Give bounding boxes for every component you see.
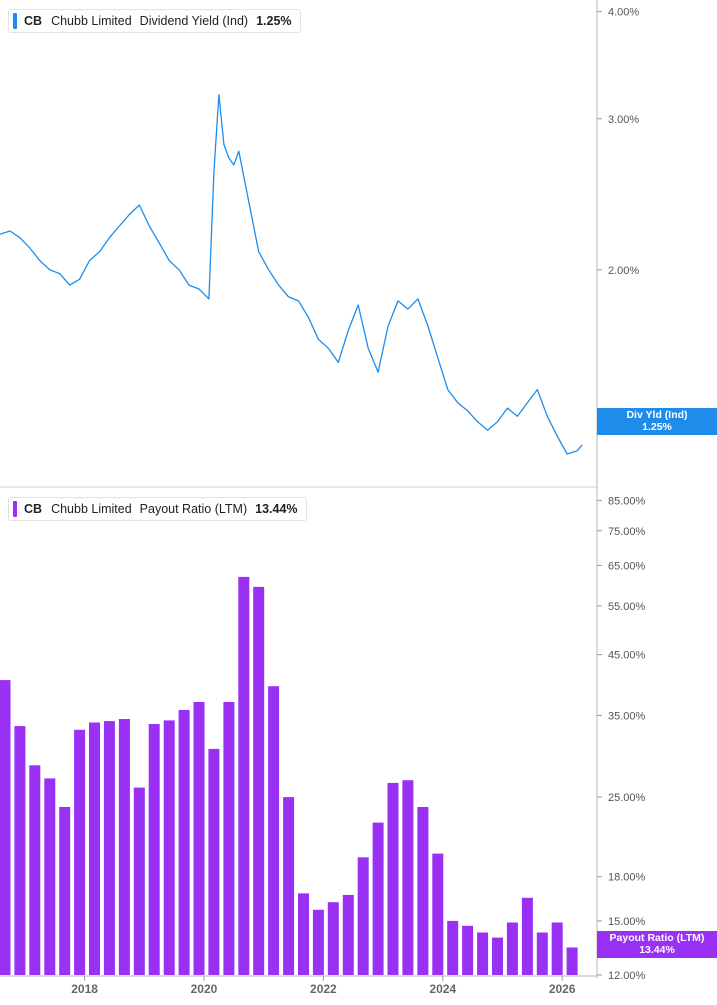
payout-ratio-bar[interactable] [312,909,324,975]
y-tick-label: 3.00% [608,114,639,126]
payout-ratio-bar[interactable] [148,724,160,975]
x-tick-label: 2022 [310,982,337,996]
axes: 4.00% 3.00% 2.00% 85.00% 75.00% 65.00% 55.00% 4… [0,0,646,996]
payout-ratio-bar[interactable] [89,722,100,976]
payout-ratio-bar[interactable] [387,782,399,975]
payout-ratio-bar[interactable] [462,925,474,975]
payout-ratio-bar[interactable] [447,920,459,975]
dividend-yield-plot [0,94,583,455]
payout-ratio-bar[interactable] [521,897,533,975]
y-tick-label: 65.00% [608,560,646,572]
payout-ratio-bar[interactable] [551,922,563,976]
legend-ticker: CB [24,502,43,516]
payout-ratio-bar[interactable] [432,853,444,975]
dividend-yield-legend[interactable]: CB Chubb Limited Dividend Yield (Ind) 1.… [8,9,301,33]
payout-ratio-bar[interactable] [402,780,414,975]
payout-ratio-bar[interactable] [372,822,384,975]
y-tick-label: 75.00% [608,526,646,538]
legend-company: Chubb Limited [51,14,132,28]
dividend-yield-swatch [13,13,17,29]
payout-ratio-bar[interactable] [506,922,518,976]
payout-ratio-bar[interactable] [477,932,489,976]
payout-ratio-bar[interactable] [59,807,71,975]
payout-ratio-bar[interactable] [268,686,280,975]
y-tick-label: 85.00% [608,495,646,507]
tag-label: Payout Ratio (LTM) [609,932,705,944]
payout-ratio-bar[interactable] [283,797,295,975]
payout-ratio-swatch [13,501,17,517]
legend-metric: Payout Ratio (LTM) [139,502,248,516]
payout-ratio-bar[interactable] [133,787,145,975]
legend-metric: Dividend Yield (Ind) [139,14,249,28]
payout-ratio-bar[interactable] [536,932,548,976]
payout-ratio-legend[interactable]: CB Chubb Limited Payout Ratio (LTM) 13.4… [8,497,307,521]
payout-ratio-bar[interactable] [193,702,205,975]
payout-ratio-bar[interactable] [253,586,265,975]
payout-ratio-bar[interactable] [298,893,309,975]
payout-ratio-bar[interactable] [357,857,369,975]
y-tick-label: 12.00% [608,970,646,982]
payout-ratio-bar[interactable] [14,726,26,975]
y-tick-label: 4.00% [608,7,639,19]
payout-ratio-value-tag: Payout Ratio (LTM) 13.44% [597,931,717,958]
dividend-yield-line [0,94,583,455]
payout-ratio-bar[interactable] [342,894,354,975]
tag-label: Div Yld (Ind) [626,409,688,421]
payout-ratio-bar[interactable] [417,807,429,975]
payout-ratio-plot [0,576,578,976]
x-tick-label: 2024 [429,982,456,996]
legend-value: 13.44% [255,502,298,516]
tag-value: 1.25% [642,421,672,433]
x-tick-label: 2026 [549,982,576,996]
legend-ticker: CB [24,14,43,28]
tag-value: 13.44% [639,944,675,956]
y-tick-label: 35.00% [608,711,646,723]
payout-ratio-bar[interactable] [566,947,578,976]
payout-ratio-bar[interactable] [327,902,339,975]
legend-company: Chubb Limited [51,502,132,516]
payout-ratio-bar[interactable] [208,748,220,975]
y-tick-label: 18.00% [608,872,646,884]
payout-ratio-bar[interactable] [492,937,503,975]
payout-ratio-bar[interactable] [118,719,130,975]
y-tick-label: 2.00% [608,265,639,277]
payout-ratio-bar[interactable] [74,729,86,975]
dividend-yield-value-tag: Div Yld (Ind) 1.25% [597,408,717,435]
payout-ratio-bar[interactable] [29,765,41,975]
x-tick-label: 2020 [191,982,218,996]
y-tick-label: 15.00% [608,916,646,928]
y-tick-label: 45.00% [608,650,646,662]
payout-ratio-bar[interactable] [238,576,250,975]
legend-value: 1.25% [256,14,292,28]
y-tick-label: 25.00% [608,792,646,804]
payout-ratio-bar[interactable] [103,721,115,975]
payout-ratio-bar[interactable] [178,710,190,975]
payout-ratio-bar[interactable] [223,702,235,975]
payout-ratio-bar[interactable] [0,680,11,975]
payout-ratio-bar[interactable] [163,720,175,975]
payout-ratio-bar[interactable] [44,778,56,975]
y-tick-label: 55.00% [608,601,646,613]
x-tick-label: 2018 [71,982,98,996]
